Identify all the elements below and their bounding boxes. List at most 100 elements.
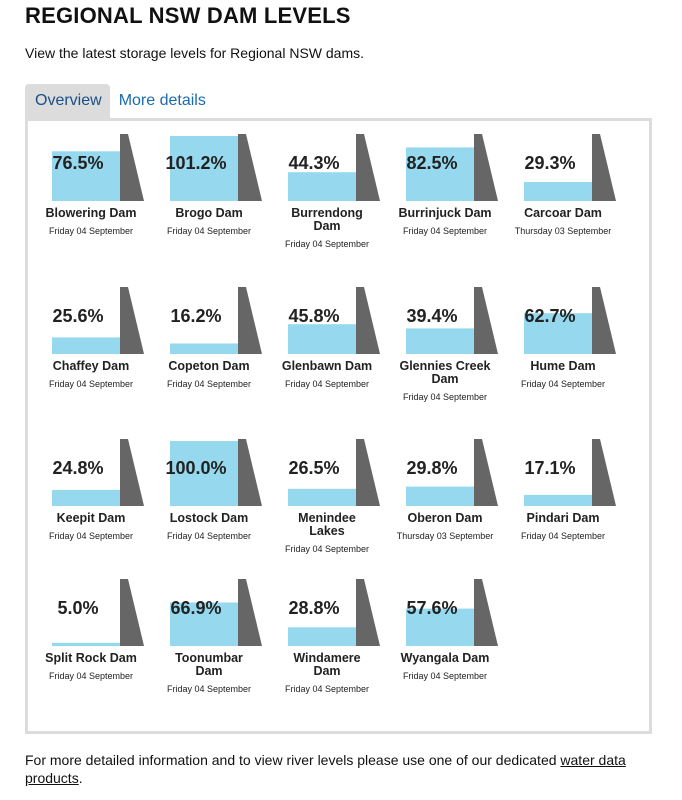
dam-name: Wyangala Dam [400, 651, 490, 665]
dam-percent-label: 39.4% [406, 306, 458, 326]
water-level-bar [170, 136, 238, 201]
page-title: REGIONAL NSW DAM LEVELS [25, 3, 351, 28]
dam-gauge-graphic [170, 579, 262, 646]
dam-name: Pindari Dam [526, 511, 600, 525]
dam-gauge: 5.0% [32, 576, 150, 648]
dam-wall-shape [592, 287, 616, 354]
dam-percent-label: 82.5% [406, 153, 458, 173]
dam-gauge-graphic [288, 287, 380, 354]
water-level-bar [52, 337, 120, 354]
dam-wall-shape [120, 439, 144, 506]
dam-card: 45.8% Glenbawn Dam Friday 04 September [268, 284, 386, 389]
dam-card: 101.2% Brogo Dam Friday 04 September [150, 131, 268, 236]
dam-updated-date: Friday 04 September [284, 239, 370, 249]
dam-gauge: 101.2% [150, 131, 268, 203]
dam-percent-label: 5.0% [57, 598, 99, 618]
dam-gauge-graphic [406, 439, 498, 506]
dam-percent-label: 29.8% [406, 458, 458, 478]
dam-name: Toonumbar Dam [175, 651, 243, 678]
dam-name: Windamere Dam [293, 651, 361, 678]
dam-name: Chaffey Dam [52, 359, 130, 373]
dam-name: Burrendong Dam [291, 206, 363, 233]
tab-more-details[interactable]: More details [118, 92, 206, 109]
dam-gauge: 17.1% [504, 436, 622, 508]
water-level-bar [170, 441, 238, 506]
dam-name: Hume Dam [530, 359, 596, 373]
dam-card: 44.3% Burrendong Dam Friday 04 September [268, 131, 386, 249]
dam-card: 24.8% Keepit Dam Friday 04 September [32, 436, 150, 541]
dam-percent-label: 100.0% [165, 458, 227, 478]
tab-bar: Overview More details [25, 84, 215, 118]
dam-updated-date: Friday 04 September [402, 226, 488, 236]
dam-name: Blowering Dam [45, 206, 137, 220]
dam-wall-shape [120, 134, 144, 201]
dam-name: Brogo Dam [175, 206, 243, 220]
dam-name: Keepit Dam [56, 511, 126, 525]
water-level-bar [288, 172, 356, 201]
dam-gauge-graphic [52, 287, 144, 354]
dam-updated-date: Friday 04 September [520, 379, 606, 389]
dam-updated-date: Friday 04 September [166, 226, 252, 236]
dam-name: Menindee Lakes [298, 511, 356, 538]
water-level-bar [170, 602, 238, 646]
dam-wall-shape [474, 287, 498, 354]
dam-updated-date: Friday 04 September [166, 684, 252, 694]
water-level-bar [52, 642, 120, 647]
dam-updated-date: Friday 04 September [284, 684, 370, 694]
dam-updated-date: Friday 04 September [48, 531, 134, 541]
dam-name: Glennies Creek Dam [399, 359, 491, 386]
dam-updated-date: Friday 04 September [284, 379, 370, 389]
dam-wall-shape [120, 287, 144, 354]
dam-gauge-graphic [524, 439, 616, 506]
dam-card: 16.2% Copeton Dam Friday 04 September [150, 284, 268, 389]
water-level-bar [406, 328, 474, 354]
dam-gauge-graphic [52, 579, 144, 647]
dam-updated-date: Friday 04 September [48, 226, 134, 236]
water-level-bar [288, 627, 356, 646]
dam-percent-label: 66.9% [170, 598, 222, 618]
water-level-bar [524, 494, 592, 506]
dam-gauge: 57.6% [386, 576, 504, 648]
dam-wall-shape [356, 439, 380, 506]
dam-wall-shape [120, 579, 144, 646]
dam-levels-panel: 76.5% Blowering Dam Friday 04 September 101… [25, 118, 652, 734]
dam-gauge: 39.4% [386, 284, 504, 356]
dam-card: 29.8% Oberon Dam Thursday 03 September [386, 436, 504, 541]
dam-gauge-graphic [288, 439, 380, 506]
dam-name: Copeton Dam [168, 359, 250, 373]
dam-wall-shape [474, 579, 498, 646]
dam-percent-label: 24.8% [52, 458, 104, 478]
dam-gauge: 82.5% [386, 131, 504, 203]
water-level-bar [288, 488, 356, 506]
dam-name: Lostock Dam [169, 511, 249, 525]
dam-percent-label: 26.5% [288, 458, 340, 478]
dam-name: Glenbawn Dam [281, 359, 373, 373]
water-data-products-link[interactable]: water data products [25, 752, 626, 786]
dam-gauge-graphic [52, 439, 144, 506]
dam-card: 26.5% Menindee Lakes Friday 04 September [268, 436, 386, 554]
water-level-bar [406, 147, 474, 201]
dam-percent-label: 17.1% [524, 458, 576, 478]
dam-gauge-graphic [406, 287, 498, 354]
dam-card: 82.5% Burrinjuck Dam Friday 04 September [386, 131, 504, 236]
dam-wall-shape [474, 439, 498, 506]
dam-gauge-graphic [170, 439, 262, 506]
dam-updated-date: Friday 04 September [284, 544, 370, 554]
dam-gauge: 29.3% [504, 131, 622, 203]
dam-gauge-graphic [406, 579, 498, 646]
tab-overview[interactable]: Overview [25, 84, 110, 118]
water-level-bar [406, 486, 474, 506]
dam-wall-shape [238, 287, 262, 354]
dam-percent-label: 57.6% [406, 598, 458, 618]
dam-card: 17.1% Pindari Dam Friday 04 September [504, 436, 622, 541]
dam-gauge-graphic [288, 579, 380, 646]
dam-gauge: 28.8% [268, 576, 386, 648]
dam-updated-date: Friday 04 September [48, 671, 134, 681]
dam-card: 25.6% Chaffey Dam Friday 04 September [32, 284, 150, 389]
dam-card: 62.7% Hume Dam Friday 04 September [504, 284, 622, 389]
dam-wall-shape [592, 134, 616, 201]
dam-gauge: 62.7% [504, 284, 622, 356]
dam-card: 39.4% Glennies Creek Dam Friday 04 Septemb… [386, 284, 504, 402]
dam-card: 28.8% Windamere Dam Friday 04 September [268, 576, 386, 694]
